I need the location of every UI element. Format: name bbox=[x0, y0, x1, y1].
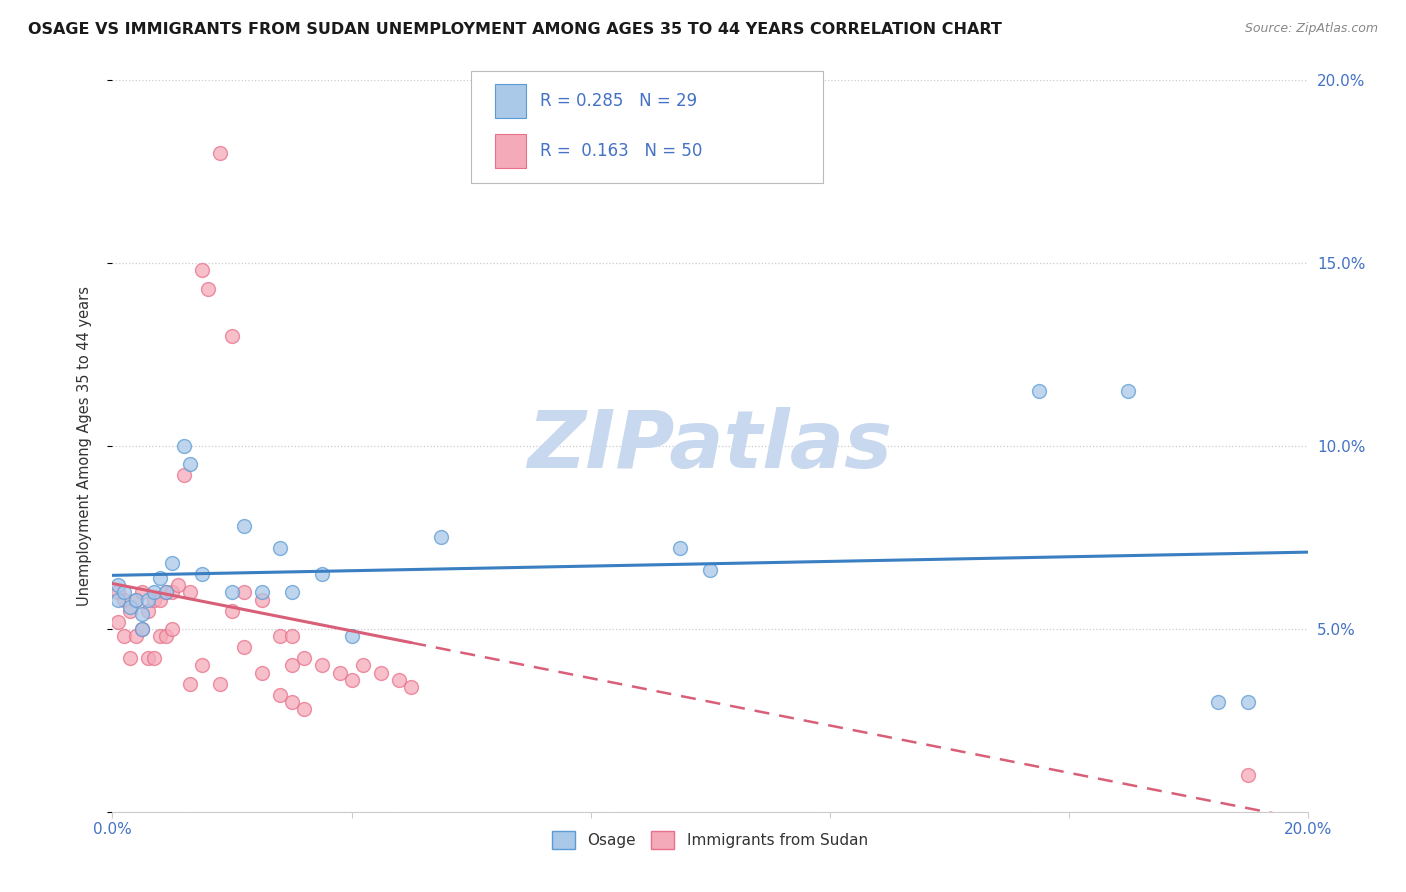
Y-axis label: Unemployment Among Ages 35 to 44 years: Unemployment Among Ages 35 to 44 years bbox=[77, 286, 91, 606]
Point bbox=[167, 578, 190, 592]
Point bbox=[143, 592, 166, 607]
Point bbox=[281, 585, 304, 599]
Point bbox=[1237, 695, 1260, 709]
Point bbox=[388, 673, 411, 687]
Point bbox=[131, 607, 153, 622]
Point bbox=[1237, 768, 1260, 782]
Point bbox=[131, 622, 153, 636]
Point bbox=[197, 282, 219, 296]
Point bbox=[669, 541, 692, 556]
Point bbox=[269, 629, 291, 643]
Point bbox=[250, 585, 273, 599]
Point bbox=[155, 629, 177, 643]
Point bbox=[292, 651, 315, 665]
Point bbox=[179, 585, 201, 599]
Point bbox=[250, 665, 273, 680]
Point bbox=[120, 599, 142, 614]
Point bbox=[292, 702, 315, 716]
Point bbox=[281, 695, 304, 709]
Point bbox=[209, 146, 232, 161]
Point bbox=[114, 585, 135, 599]
Point bbox=[191, 658, 214, 673]
Point bbox=[401, 681, 423, 695]
Point bbox=[209, 676, 232, 690]
Point bbox=[1118, 384, 1140, 398]
Point bbox=[179, 457, 201, 471]
Point bbox=[149, 629, 172, 643]
Point bbox=[155, 585, 177, 599]
Text: ZIPatlas: ZIPatlas bbox=[527, 407, 893, 485]
Point bbox=[138, 651, 160, 665]
Point bbox=[233, 640, 256, 655]
Point bbox=[329, 665, 352, 680]
Point bbox=[281, 658, 304, 673]
Point bbox=[143, 585, 166, 599]
Point bbox=[107, 585, 129, 599]
Point bbox=[138, 592, 160, 607]
Point bbox=[1028, 384, 1050, 398]
Point bbox=[114, 629, 135, 643]
Point bbox=[138, 603, 160, 617]
Point bbox=[250, 592, 273, 607]
Point bbox=[353, 658, 375, 673]
Point bbox=[173, 439, 195, 453]
Point bbox=[125, 592, 148, 607]
Text: R =  0.163   N = 50: R = 0.163 N = 50 bbox=[540, 142, 702, 160]
Point bbox=[233, 519, 256, 533]
Point bbox=[120, 603, 142, 617]
Point bbox=[221, 603, 243, 617]
Point bbox=[281, 629, 304, 643]
Point bbox=[191, 567, 214, 582]
Point bbox=[1206, 695, 1229, 709]
Text: OSAGE VS IMMIGRANTS FROM SUDAN UNEMPLOYMENT AMONG AGES 35 TO 44 YEARS CORRELATIO: OSAGE VS IMMIGRANTS FROM SUDAN UNEMPLOYM… bbox=[28, 22, 1002, 37]
Point bbox=[107, 578, 129, 592]
Text: Source: ZipAtlas.com: Source: ZipAtlas.com bbox=[1244, 22, 1378, 36]
Point bbox=[162, 556, 183, 570]
Point bbox=[149, 571, 172, 585]
Point bbox=[107, 615, 129, 629]
Point bbox=[143, 651, 166, 665]
Point bbox=[699, 563, 721, 577]
Point bbox=[221, 329, 243, 343]
Point bbox=[114, 592, 135, 607]
Point bbox=[179, 676, 201, 690]
Point bbox=[233, 585, 256, 599]
Point bbox=[155, 585, 177, 599]
Point bbox=[370, 665, 392, 680]
Point bbox=[340, 629, 363, 643]
Point bbox=[125, 629, 148, 643]
Point bbox=[149, 592, 172, 607]
Point bbox=[131, 585, 153, 599]
Point bbox=[430, 530, 453, 544]
Point bbox=[311, 658, 333, 673]
Point bbox=[191, 263, 214, 277]
Point bbox=[131, 622, 153, 636]
Point bbox=[107, 592, 129, 607]
Point bbox=[221, 585, 243, 599]
Point bbox=[162, 585, 183, 599]
Legend: Osage, Immigrants from Sudan: Osage, Immigrants from Sudan bbox=[547, 824, 873, 855]
Point bbox=[340, 673, 363, 687]
Text: R = 0.285   N = 29: R = 0.285 N = 29 bbox=[540, 92, 697, 111]
Point bbox=[125, 592, 148, 607]
Point bbox=[173, 468, 195, 483]
Point bbox=[120, 651, 142, 665]
Point bbox=[311, 567, 333, 582]
Point bbox=[269, 541, 291, 556]
Point bbox=[269, 688, 291, 702]
Point bbox=[162, 622, 183, 636]
